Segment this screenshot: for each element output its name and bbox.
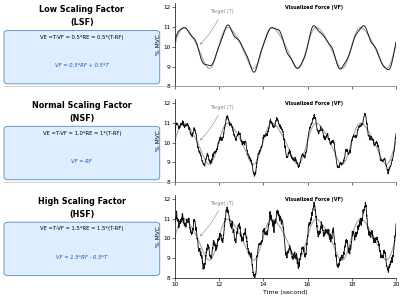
Text: VE =T-VF = 1.5*RE = 1.5*(T-RF): VE =T-VF = 1.5*RE = 1.5*(T-RF) bbox=[40, 226, 124, 231]
Text: Target (T): Target (T) bbox=[200, 9, 234, 44]
Y-axis label: % MVC: % MVC bbox=[156, 130, 161, 151]
Text: VE =T-VF = 1.0*RE = 1*(T-RF): VE =T-VF = 1.0*RE = 1*(T-RF) bbox=[42, 131, 121, 135]
FancyBboxPatch shape bbox=[4, 126, 160, 180]
Text: Visualized Force (VF): Visualized Force (VF) bbox=[285, 197, 343, 202]
Text: Visualized Force (VF): Visualized Force (VF) bbox=[285, 5, 343, 10]
Text: (LSF): (LSF) bbox=[70, 18, 94, 27]
Text: VE =T-VF = 0.5*RE = 0.5*(T-RF): VE =T-VF = 0.5*RE = 0.5*(T-RF) bbox=[40, 35, 124, 40]
Text: VF = RF: VF = RF bbox=[72, 159, 92, 164]
Text: High Scaling Factor: High Scaling Factor bbox=[38, 197, 126, 206]
Text: Target (T): Target (T) bbox=[200, 201, 234, 236]
Text: VF = 0.5*RF + 0.5*T: VF = 0.5*RF + 0.5*T bbox=[55, 63, 109, 68]
Text: Visualized Force (VF): Visualized Force (VF) bbox=[285, 101, 343, 106]
Text: Normal Scaling Factor: Normal Scaling Factor bbox=[32, 101, 132, 110]
Text: (HSF): (HSF) bbox=[69, 210, 94, 219]
FancyBboxPatch shape bbox=[4, 222, 160, 276]
Y-axis label: % MVC: % MVC bbox=[156, 226, 161, 247]
Text: VF = 1.5*RF - 0.5*T: VF = 1.5*RF - 0.5*T bbox=[56, 255, 108, 260]
Text: (NSF): (NSF) bbox=[69, 114, 94, 123]
FancyBboxPatch shape bbox=[4, 30, 160, 84]
Y-axis label: % MVC: % MVC bbox=[156, 34, 161, 55]
Text: Target (T): Target (T) bbox=[200, 105, 234, 140]
Text: Low Scaling Factor: Low Scaling Factor bbox=[39, 5, 124, 14]
X-axis label: Time (second): Time (second) bbox=[263, 290, 308, 295]
